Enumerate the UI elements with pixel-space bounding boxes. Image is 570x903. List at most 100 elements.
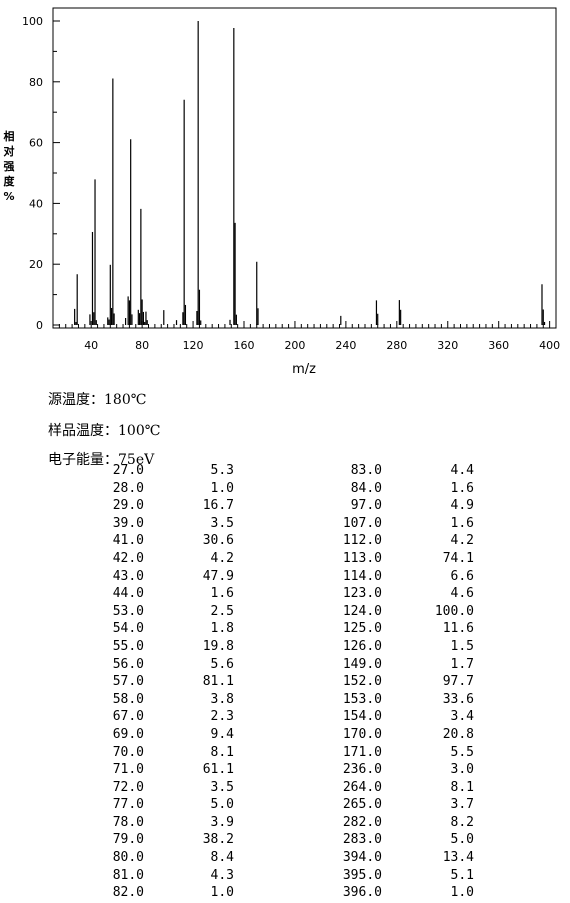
table-row: 82.0 1.0 396.0 1.0: [60, 884, 474, 902]
table-row: 70.0 8.1 171.0 5.5: [60, 744, 474, 762]
source-temperature: 源温度：180℃: [48, 392, 147, 408]
mz-cell: 113.0: [342, 550, 382, 566]
intensity-cell: 8.1: [450, 779, 474, 795]
mz-cell: 80.0: [112, 850, 144, 866]
y-axis-label-char: %: [3, 190, 14, 203]
mz-cell: 57.0: [112, 674, 144, 690]
table-row: 79.0 38.2 283.0 5.0: [60, 831, 474, 849]
table-row: 72.0 3.5 264.0 8.1: [60, 779, 474, 797]
x-axis-ticks: 40 80 120 160 200 240 280 320 360 400: [58, 321, 560, 352]
intensity-cell: 1.6: [210, 586, 234, 602]
mz-cell: 28.0: [112, 480, 144, 496]
peak-bars: [74, 21, 546, 325]
intensity-cell: 4.3: [210, 867, 234, 883]
intensity-cell: 3.5: [210, 515, 234, 531]
table-row: 41.0 30.6 112.0 4.2: [60, 532, 474, 550]
intensity-cell: 2.5: [210, 603, 234, 619]
mz-cell: 78.0: [112, 814, 144, 830]
intensity-cell: 33.6: [442, 691, 474, 707]
table-row: 29.0 16.7 97.0 4.9: [60, 497, 474, 515]
table-row: 56.0 5.6 149.0 1.7: [60, 656, 474, 674]
mz-cell: 153.0: [342, 691, 382, 707]
mz-cell: 114.0: [342, 568, 382, 584]
intensity-cell: 5.0: [210, 797, 234, 813]
y-axis-ticks: 0 20 40 60 80 100: [22, 15, 60, 332]
table-row: 78.0 3.9 282.0 8.2: [60, 814, 474, 832]
intensity-cell: 4.4: [450, 463, 474, 478]
y-axis-label-char: 强: [4, 160, 15, 173]
table-row: 53.0 2.5 124.0 100.0: [60, 603, 474, 621]
mz-cell: 83.0: [350, 463, 382, 478]
intensity-cell: 81.1: [202, 674, 234, 690]
mz-cell: 282.0: [342, 814, 382, 830]
mz-cell: 58.0: [112, 691, 144, 707]
intensity-cell: 30.6: [202, 533, 234, 549]
intensity-cell: 9.4: [210, 726, 234, 742]
intensity-cell: 8.1: [210, 744, 234, 760]
y-axis-label-char: 度: [4, 174, 16, 188]
intensity-cell: 6.6: [450, 568, 474, 584]
intensity-cell: 8.2: [450, 814, 474, 830]
x-tick-label: 200: [284, 339, 305, 352]
sample-temperature: 样品温度：100℃: [48, 423, 161, 439]
intensity-cell: 3.4: [450, 709, 474, 725]
table-row: 39.0 3.5 107.0 1.6: [60, 515, 474, 533]
mz-cell: 29.0: [112, 498, 144, 514]
intensity-cell: 1.0: [210, 480, 234, 496]
intensity-cell: 100.0: [434, 603, 474, 619]
intensity-cell: 61.1: [202, 762, 234, 778]
table-row: 44.0 1.6 123.0 4.6: [60, 585, 474, 603]
mz-cell: 126.0: [342, 638, 382, 654]
x-tick-label: 320: [437, 339, 458, 352]
table-row: 43.0 47.9 114.0 6.6: [60, 568, 474, 586]
intensity-cell: 5.3: [210, 463, 234, 478]
mz-cell: 71.0: [112, 762, 144, 778]
mz-cell: 69.0: [112, 726, 144, 742]
table-row: 80.0 8.4 394.0 13.4: [60, 849, 474, 867]
mz-cell: 54.0: [112, 621, 144, 637]
mz-cell: 154.0: [342, 709, 382, 725]
intensity-cell: 11.6: [442, 621, 474, 637]
intensity-cell: 2.3: [210, 709, 234, 725]
intensity-cell: 5.1: [450, 867, 474, 883]
intensity-cell: 1.0: [210, 885, 234, 901]
intensity-cell: 1.6: [450, 480, 474, 496]
mz-cell: 81.0: [112, 867, 144, 883]
mz-cell: 79.0: [112, 832, 144, 848]
mz-cell: 170.0: [342, 726, 382, 742]
mz-cell: 124.0: [342, 603, 382, 619]
table-row: 27.0 5.3 83.0 4.4: [60, 462, 474, 480]
mz-cell: 236.0: [342, 762, 382, 778]
mz-cell: 41.0: [112, 533, 144, 549]
intensity-cell: 47.9: [202, 568, 234, 584]
intensity-cell: 4.2: [210, 550, 234, 566]
intensity-cell: 3.7: [450, 797, 474, 813]
table-row: 55.0 19.8 126.0 1.5: [60, 638, 474, 656]
mz-cell: 53.0: [112, 603, 144, 619]
x-axis-label: m/z: [292, 362, 316, 377]
electron-energy: 电子能量：75eV: [48, 452, 155, 468]
intensity-cell: 19.8: [202, 638, 234, 654]
table-row: 67.0 2.3 154.0 3.4: [60, 708, 474, 726]
mz-cell: 44.0: [112, 586, 144, 602]
intensity-cell: 3.8: [210, 691, 234, 707]
table-row: 57.0 81.1 152.0 97.7: [60, 673, 474, 691]
y-axis-label-char: 相: [4, 129, 15, 143]
intensity-cell: 8.4: [210, 850, 234, 866]
table-row: 69.0 9.4 170.0 20.8: [60, 726, 474, 744]
mz-cell: 77.0: [112, 797, 144, 813]
mz-cell: 283.0: [342, 832, 382, 848]
y-tick-label: 0: [36, 319, 43, 332]
mz-cell: 396.0: [342, 885, 382, 901]
mz-cell: 67.0: [112, 709, 144, 725]
x-tick-label: 240: [335, 339, 356, 352]
table-row: 42.0 4.2 113.0 74.1: [60, 550, 474, 568]
mz-cell: 395.0: [342, 867, 382, 883]
y-tick-label: 40: [29, 197, 43, 210]
table-row: 77.0 5.0 265.0 3.7: [60, 796, 474, 814]
intensity-cell: 5.6: [210, 656, 234, 672]
x-tick-label: 360: [488, 339, 509, 352]
intensity-cell: 1.8: [210, 621, 234, 637]
table-row: 54.0 1.8 125.0 11.6: [60, 620, 474, 638]
y-tick-label: 60: [29, 137, 43, 150]
